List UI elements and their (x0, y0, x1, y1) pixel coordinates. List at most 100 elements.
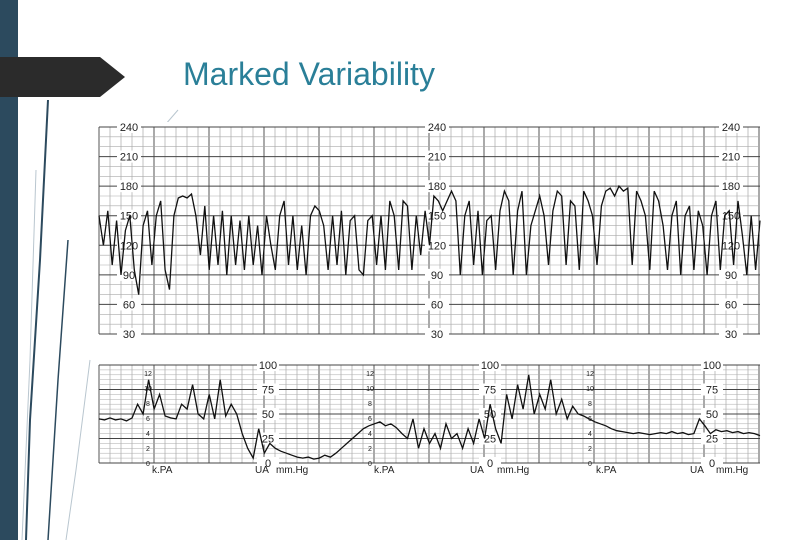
fhr-tick-label: 90 (725, 270, 737, 282)
ua-tick-label: 0 (709, 458, 715, 470)
ua-tick-label: 50 (484, 409, 496, 421)
ua-tick-label: 0 (265, 458, 271, 470)
unit-label: k.PA (152, 465, 173, 476)
ua-tick-label: 50 (262, 409, 274, 421)
kpa-tick-label: 0 (588, 461, 592, 468)
fhr-tick-bg (425, 328, 449, 340)
kpa-tick-label: 10 (144, 386, 152, 393)
ua-tick-bg (257, 359, 279, 371)
fhr-panel: 2402101801501209060302402101801501209060… (98, 121, 761, 341)
fhr-tick-bg (719, 121, 743, 133)
fhr-tick-bg (719, 298, 743, 311)
ua-tick-label: 50 (706, 409, 718, 421)
unit-label: mm.Hg (716, 465, 748, 476)
ua-tick-label: 75 (706, 385, 718, 397)
ua-tick-bg (479, 383, 501, 396)
fhr-tick-label: 30 (725, 329, 737, 341)
ua-tick-bg (701, 457, 723, 469)
ua-tick-bg (257, 408, 279, 420)
ua-tick-bg (257, 457, 279, 469)
unit-label: UA (470, 465, 484, 476)
kpa-tick-label: 8 (588, 401, 592, 408)
fhr-tick-bg (117, 150, 141, 163)
fhr-tick-bg (425, 239, 449, 252)
kpa-tick-label: 10 (366, 386, 374, 393)
ua-tick-bg (701, 359, 723, 371)
fhr-tick-label: 60 (123, 299, 135, 311)
ua-tick-label: 100 (703, 360, 721, 372)
fhr-tick-label: 150 (428, 211, 446, 223)
fhr-tick-bg (117, 180, 141, 193)
fhr-tick-bg (425, 121, 449, 133)
kpa-tick-label: 2 (368, 446, 372, 453)
fhr-tick-bg (117, 209, 141, 222)
fhr-tick-label: 90 (123, 270, 135, 282)
fhr-tick-label: 240 (120, 122, 138, 134)
kpa-tick-label: 4 (368, 431, 372, 438)
kpa-tick-label: 8 (368, 401, 372, 408)
fhr-tick-labels: 2402101801501209060302402101801501209060… (117, 121, 743, 341)
fhr-tick-label: 30 (123, 329, 135, 341)
fhr-tick-label: 30 (431, 329, 443, 341)
ua-trace (98, 374, 761, 460)
unit-label: k.PA (374, 465, 395, 476)
fhr-tick-bg (719, 180, 743, 193)
fhr-tick-bg (425, 209, 449, 222)
ua-tick-bg (479, 457, 501, 469)
ua-grid (98, 364, 760, 464)
kpa-tick-label: 0 (368, 461, 372, 468)
unit-label: mm.Hg (276, 465, 308, 476)
kpa-tick-label: 12 (366, 371, 374, 378)
fhr-tick-label: 90 (431, 270, 443, 282)
fhr-tick-label: 120 (120, 240, 138, 252)
ua-tick-bg (701, 408, 723, 420)
ua-tick-label: 25 (484, 434, 496, 446)
kpa-tick-label: 4 (146, 431, 150, 438)
fhr-tick-label: 240 (722, 122, 740, 134)
ua-panel: 1007550250100755025010075502501210864201… (98, 359, 761, 476)
fhr-tick-label: 120 (428, 240, 446, 252)
kpa-tick-label: 6 (368, 416, 372, 423)
ua-tick-bg (479, 408, 501, 420)
unit-label: UA (690, 465, 704, 476)
fhr-tick-label: 210 (428, 152, 446, 164)
ua-tick-label: 25 (706, 434, 718, 446)
ua-tick-bg (479, 359, 501, 371)
ua-tick-bg (701, 432, 723, 445)
ua-tick-label: 0 (487, 458, 493, 470)
ua-tick-bg (701, 383, 723, 396)
left-accent-band (0, 0, 18, 540)
fhr-tick-bg (117, 121, 141, 133)
unit-label: mm.Hg (497, 465, 529, 476)
ua-tick-label: 75 (262, 385, 274, 397)
fhr-tick-bg (425, 180, 449, 193)
fhr-tick-bg (719, 239, 743, 252)
fhr-tick-label: 180 (428, 181, 446, 193)
fhr-tick-bg (719, 328, 743, 340)
fhr-tick-label: 180 (120, 181, 138, 193)
fhr-tick-label: 240 (428, 122, 446, 134)
fhr-trace (98, 184, 761, 295)
kpa-tick-label: 2 (588, 446, 592, 453)
fhr-tick-bg (117, 298, 141, 311)
fhr-tick-label: 210 (722, 152, 740, 164)
kpa-tick-label: 12 (586, 371, 594, 378)
unit-label: UA (255, 465, 269, 476)
ua-tick-bg (257, 383, 279, 396)
kpa-tick-label: 10 (586, 386, 594, 393)
ua-tick-bg (257, 432, 279, 445)
unit-label: k.PA (596, 465, 617, 476)
fhr-tick-bg (719, 150, 743, 163)
kpa-tick-label: 0 (146, 461, 150, 468)
fhr-tick-bg (719, 268, 743, 281)
kpa-tick-label: 12 (144, 371, 152, 378)
kpa-tick-label: 4 (588, 431, 592, 438)
fhr-tick-label: 60 (725, 299, 737, 311)
kpa-tick-label: 2 (146, 446, 150, 453)
fhr-tick-bg (425, 268, 449, 281)
kpa-tick-label: 8 (146, 401, 150, 408)
ua-tick-label: 100 (259, 360, 277, 372)
ua-tick-label: 25 (262, 434, 274, 446)
